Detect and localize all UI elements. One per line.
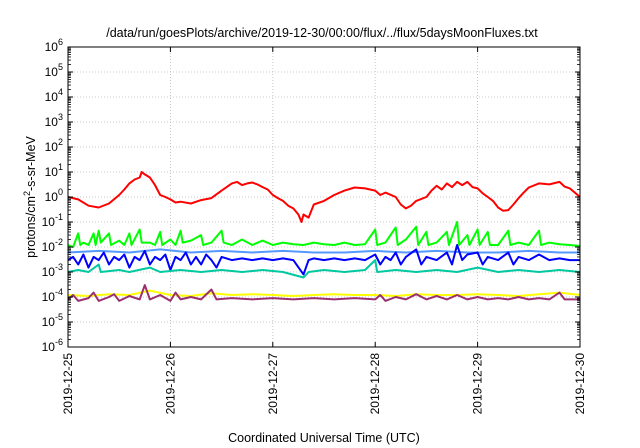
y-tick-label: 10-3 — [42, 262, 63, 279]
y-tick-label: 10-1 — [42, 212, 63, 229]
y-axis-title-sup: 2 — [22, 191, 32, 196]
series-line-4 — [67, 244, 580, 276]
series-line-1 — [67, 171, 581, 223]
y-tick-label: 102 — [45, 137, 63, 154]
y-tick-exponent: 1 — [58, 162, 63, 172]
y-tick-base: 10 — [45, 165, 59, 179]
series-line-6 — [67, 289, 581, 297]
series-layer — [67, 171, 581, 302]
y-tick-base: 10 — [42, 290, 56, 304]
y-tick-exponent: 5 — [58, 62, 63, 72]
y-tick-label: 10-6 — [42, 337, 63, 354]
series-line-2 — [67, 221, 581, 248]
y-tick-exponent: 4 — [58, 87, 63, 97]
y-tick-exponent: 0 — [58, 187, 63, 197]
y-tick-base: 10 — [42, 265, 56, 279]
x-axis-title: Coordinated Universal Time (UTC) — [228, 431, 420, 445]
x-tick-label: 2019-12-27 — [266, 353, 280, 415]
y-tick-base: 10 — [42, 215, 56, 229]
x-axis: 2019-12-25 2019-12-26 2019-12-27 2019-12-28… — [61, 47, 587, 414]
y-tick-exponent: -1 — [55, 212, 63, 222]
y-tick-exponent: -5 — [55, 312, 63, 322]
y-tick-label: 10-4 — [42, 287, 63, 304]
y-tick-exponent: 3 — [58, 112, 63, 122]
y-tick-base: 10 — [45, 190, 59, 204]
y-tick-exponent: 2 — [58, 137, 63, 147]
y-axis-title-rest: -s-sr-MeV — [24, 135, 38, 191]
y-tick-label: 10-5 — [42, 312, 63, 329]
y-tick-base: 10 — [45, 140, 59, 154]
series-line-5 — [67, 259, 581, 279]
series-line-7 — [67, 284, 580, 302]
y-tick-exponent: -4 — [55, 287, 63, 297]
y-axis: 10-610-510-410-310-210-11001011021031041… — [42, 37, 580, 354]
y-axis-title: protons/cm2-s-sr-MeV — [22, 135, 38, 257]
y-tick-exponent: -2 — [55, 237, 63, 247]
x-tick-label: 2019-12-28 — [368, 353, 382, 415]
y-tick-label: 100 — [45, 187, 63, 204]
y-tick-label: 105 — [45, 62, 63, 79]
y-tick-label: 10-2 — [42, 237, 63, 254]
y-tick-label: 104 — [45, 87, 63, 104]
y-tick-base: 10 — [45, 40, 59, 54]
grid-lines — [68, 47, 580, 347]
x-tick-label: 2019-12-30 — [573, 353, 587, 415]
y-tick-label: 103 — [45, 112, 63, 129]
y-tick-label: 101 — [45, 162, 63, 179]
x-tick-label: 2019-12-26 — [163, 353, 177, 415]
x-tick-label: 2019-12-25 — [61, 353, 75, 415]
y-tick-exponent: -3 — [55, 262, 63, 272]
y-tick-base: 10 — [42, 340, 56, 354]
y-tick-label: 106 — [45, 37, 63, 54]
y-axis-title-main: protons/cm — [24, 196, 38, 258]
chart-title: /data/run/goesPlots/archive/2019-12-30/0… — [106, 26, 538, 40]
y-tick-base: 10 — [45, 115, 59, 129]
y-tick-base: 10 — [45, 65, 59, 79]
y-tick-base: 10 — [42, 315, 56, 329]
y-tick-base: 10 — [42, 240, 56, 254]
y-tick-base: 10 — [45, 90, 59, 104]
y-tick-exponent: -6 — [55, 337, 63, 347]
x-tick-label: 2019-12-29 — [471, 353, 485, 415]
y-tick-exponent: 6 — [58, 37, 63, 47]
series-line-3 — [67, 248, 580, 254]
